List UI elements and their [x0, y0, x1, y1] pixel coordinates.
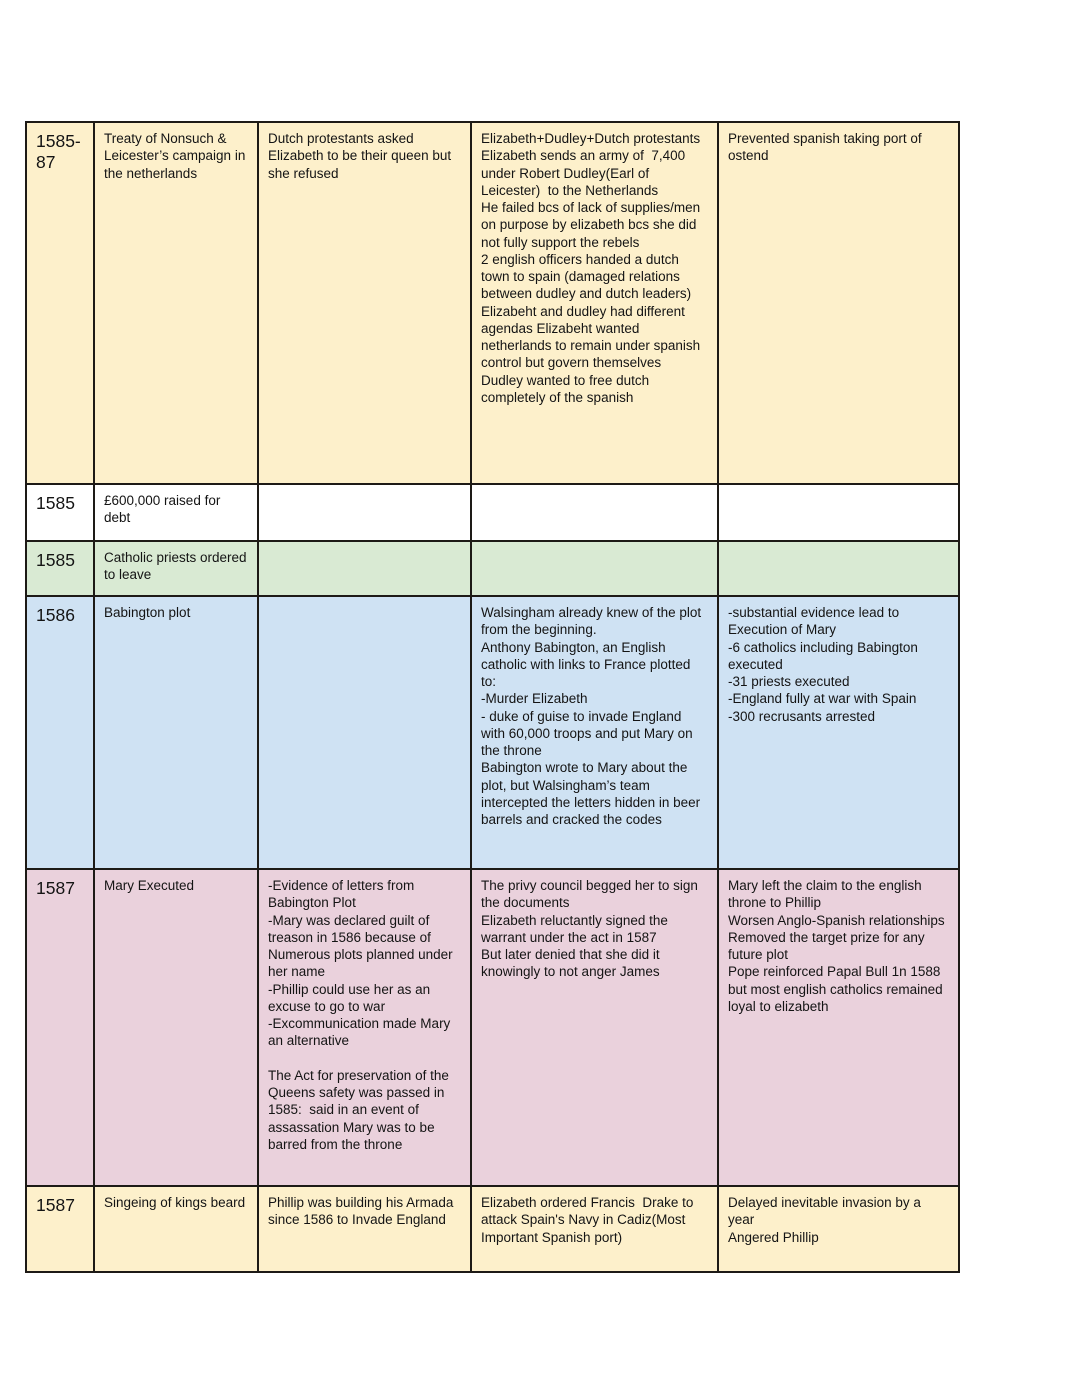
consequence-cell[interactable]: Delayed inevitable invasion by a year An…: [717, 1185, 960, 1273]
year-cell[interactable]: 1585: [25, 540, 95, 597]
cause-cell[interactable]: -Evidence of letters from Babington Plot…: [257, 868, 472, 1187]
year-cell[interactable]: 1587: [25, 868, 95, 1187]
consequence-cell[interactable]: -substantial evidence lead to Execution …: [717, 595, 960, 870]
table-row: 1586 Babington plot Walsingham already k…: [25, 595, 960, 870]
year-cell[interactable]: 1585-87: [25, 121, 95, 485]
table-row: 1585 £600,000 raised for debt: [25, 483, 960, 542]
event-cell[interactable]: Singeing of kings beard: [93, 1185, 259, 1273]
cause-cell[interactable]: [257, 595, 472, 870]
year-cell[interactable]: 1586: [25, 595, 95, 870]
description-cell[interactable]: Walsingham already knew of the plot from…: [470, 595, 719, 870]
cause-cell[interactable]: [257, 483, 472, 542]
consequence-cell[interactable]: Prevented spanish taking port of ostend: [717, 121, 960, 485]
table-row: 1585-87 Treaty of Nonsuch & Leicester’s …: [25, 121, 960, 485]
consequence-cell[interactable]: [717, 483, 960, 542]
table-row: 1585 Catholic priests ordered to leave: [25, 540, 960, 597]
cause-cell[interactable]: [257, 540, 472, 597]
year-cell[interactable]: 1587: [25, 1185, 95, 1273]
description-cell[interactable]: Elizabeth+Dudley+Dutch protestants Eliza…: [470, 121, 719, 485]
description-cell[interactable]: [470, 540, 719, 597]
description-cell[interactable]: The privy council begged her to sign the…: [470, 868, 719, 1187]
event-cell[interactable]: Treaty of Nonsuch & Leicester’s campaign…: [93, 121, 259, 485]
event-cell[interactable]: Catholic priests ordered to leave: [93, 540, 259, 597]
table-row: 1587 Singeing of kings beard Phillip was…: [25, 1185, 960, 1273]
consequence-cell[interactable]: [717, 540, 960, 597]
year-cell[interactable]: 1585: [25, 483, 95, 542]
description-cell[interactable]: [470, 483, 719, 542]
table-row: 1587 Mary Executed -Evidence of letters …: [25, 868, 960, 1187]
consequence-cell[interactable]: Mary left the claim to the english thron…: [717, 868, 960, 1187]
event-cell[interactable]: £600,000 raised for debt: [93, 483, 259, 542]
event-cell[interactable]: Mary Executed: [93, 868, 259, 1187]
cause-cell[interactable]: Phillip was building his Armada since 15…: [257, 1185, 472, 1273]
description-cell[interactable]: Elizabeth ordered Francis Drake to attac…: [470, 1185, 719, 1273]
history-timeline-table: 1585-87 Treaty of Nonsuch & Leicester’s …: [25, 121, 960, 1273]
event-cell[interactable]: Babington plot: [93, 595, 259, 870]
cause-cell[interactable]: Dutch protestants asked Elizabeth to be …: [257, 121, 472, 485]
